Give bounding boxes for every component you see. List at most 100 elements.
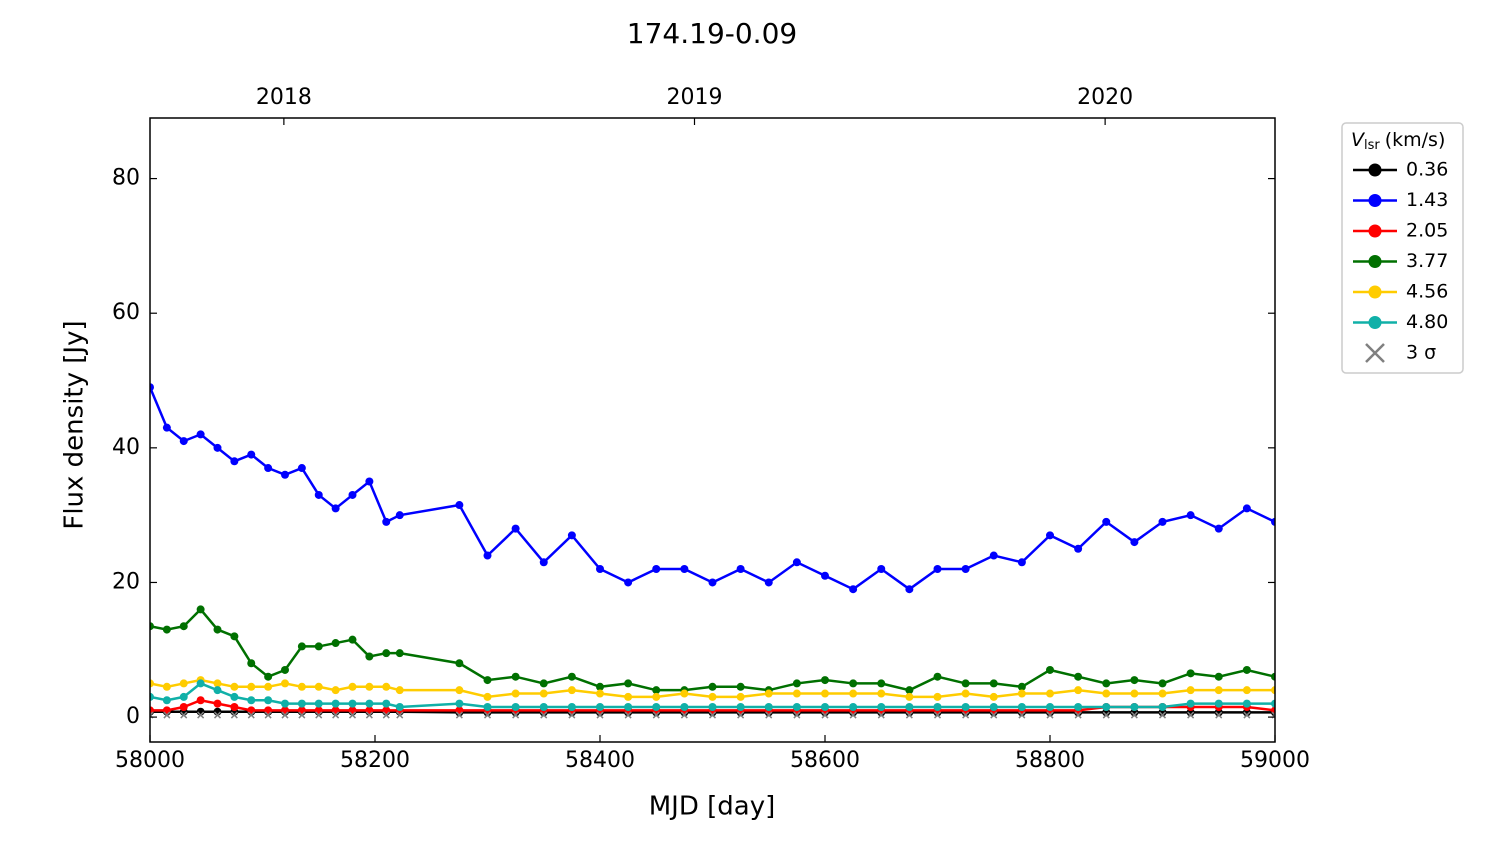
y-tick-label: 20 xyxy=(112,569,140,594)
data-point xyxy=(1271,517,1275,526)
series-line xyxy=(150,710,1275,714)
data-point xyxy=(395,686,404,695)
series-line xyxy=(150,698,1275,712)
sigma-marker xyxy=(348,711,357,719)
series-line xyxy=(150,678,1275,699)
data-point xyxy=(877,702,886,711)
data-point xyxy=(539,558,548,567)
data-point xyxy=(331,699,340,708)
data-point xyxy=(213,679,222,688)
data-point xyxy=(1186,669,1195,678)
data-point xyxy=(1271,686,1275,695)
data-point xyxy=(511,689,520,698)
sigma-marker xyxy=(455,711,463,719)
x-tick-label: 58800 xyxy=(1015,748,1085,773)
data-point xyxy=(792,558,801,567)
sigma-marker xyxy=(247,711,255,719)
plot-area xyxy=(150,383,1275,719)
data-point xyxy=(455,659,464,668)
sigma-marker xyxy=(483,711,492,719)
data-point xyxy=(849,679,858,688)
y-tick-label: 60 xyxy=(112,300,140,325)
legend-marker xyxy=(1368,255,1382,268)
sigma-marker xyxy=(793,711,801,719)
data-point xyxy=(1186,699,1195,708)
data-point xyxy=(849,689,858,698)
legend-title-symbol: V xyxy=(1351,129,1366,151)
sigma-marker xyxy=(962,711,970,719)
legend-marker xyxy=(1368,163,1382,177)
top-tick-label: 2018 xyxy=(256,85,312,110)
data-point xyxy=(1102,702,1111,711)
data-point xyxy=(264,672,273,681)
data-point xyxy=(596,682,604,691)
data-point xyxy=(1017,702,1026,711)
data-point xyxy=(1158,689,1167,698)
data-point xyxy=(179,679,188,688)
data-point xyxy=(736,702,745,711)
data-point xyxy=(933,702,942,711)
legend-marker xyxy=(1368,316,1382,329)
data-point xyxy=(281,699,289,708)
legend-box xyxy=(1341,122,1464,374)
data-point xyxy=(933,565,942,574)
data-point xyxy=(264,696,273,705)
data-point xyxy=(792,679,801,688)
data-point xyxy=(708,682,717,691)
top-tick-label: 2020 xyxy=(1077,85,1133,110)
legend-title-subscript: lsr xyxy=(1364,138,1380,153)
sigma-marker xyxy=(298,711,306,719)
legend-label: 4.80 xyxy=(1406,311,1448,333)
legend-label: 0.36 xyxy=(1406,159,1448,181)
series-line xyxy=(150,682,1275,709)
data-point xyxy=(1017,558,1026,567)
y-tick-label: 0 xyxy=(126,704,140,729)
legend-label: 2.05 xyxy=(1406,220,1448,242)
data-point xyxy=(567,686,576,695)
data-point xyxy=(708,578,717,587)
data-point xyxy=(179,437,188,446)
data-point xyxy=(162,682,171,691)
sigma-marker xyxy=(933,711,942,719)
data-point xyxy=(382,649,391,658)
data-point xyxy=(1242,699,1251,708)
sigma-marker xyxy=(512,711,520,719)
data-point xyxy=(1130,676,1139,685)
data-point xyxy=(1214,524,1223,533)
y-axis-label: Flux density [Jy] xyxy=(60,320,90,529)
plot-frame xyxy=(149,117,1276,743)
data-point xyxy=(764,578,773,587)
data-point xyxy=(264,464,273,473)
data-point xyxy=(1158,679,1167,688)
sigma-marker xyxy=(821,711,829,719)
data-point xyxy=(680,702,689,711)
data-point xyxy=(162,423,171,432)
data-point xyxy=(230,632,239,641)
sigma-marker xyxy=(737,711,745,719)
data-point xyxy=(708,702,717,711)
data-point xyxy=(624,578,633,587)
data-point xyxy=(483,551,492,560)
data-point xyxy=(395,702,404,711)
data-point xyxy=(1271,699,1275,708)
data-point xyxy=(652,565,661,574)
data-point xyxy=(455,699,464,708)
sigma-marker xyxy=(990,711,998,719)
data-point xyxy=(539,702,548,711)
data-point xyxy=(455,501,464,510)
data-point xyxy=(213,699,222,708)
data-point xyxy=(297,699,306,708)
data-point xyxy=(281,470,289,479)
sigma-marker xyxy=(1018,711,1026,719)
data-point xyxy=(821,676,829,685)
data-point xyxy=(1046,531,1054,540)
legend-marker xyxy=(1368,224,1382,238)
data-point xyxy=(905,702,914,711)
sigma-marker xyxy=(163,711,171,719)
data-point xyxy=(1158,517,1167,526)
data-point xyxy=(567,702,576,711)
data-point xyxy=(1158,702,1167,711)
data-point xyxy=(792,702,801,711)
data-point xyxy=(877,689,886,698)
sigma-marker xyxy=(332,711,340,719)
